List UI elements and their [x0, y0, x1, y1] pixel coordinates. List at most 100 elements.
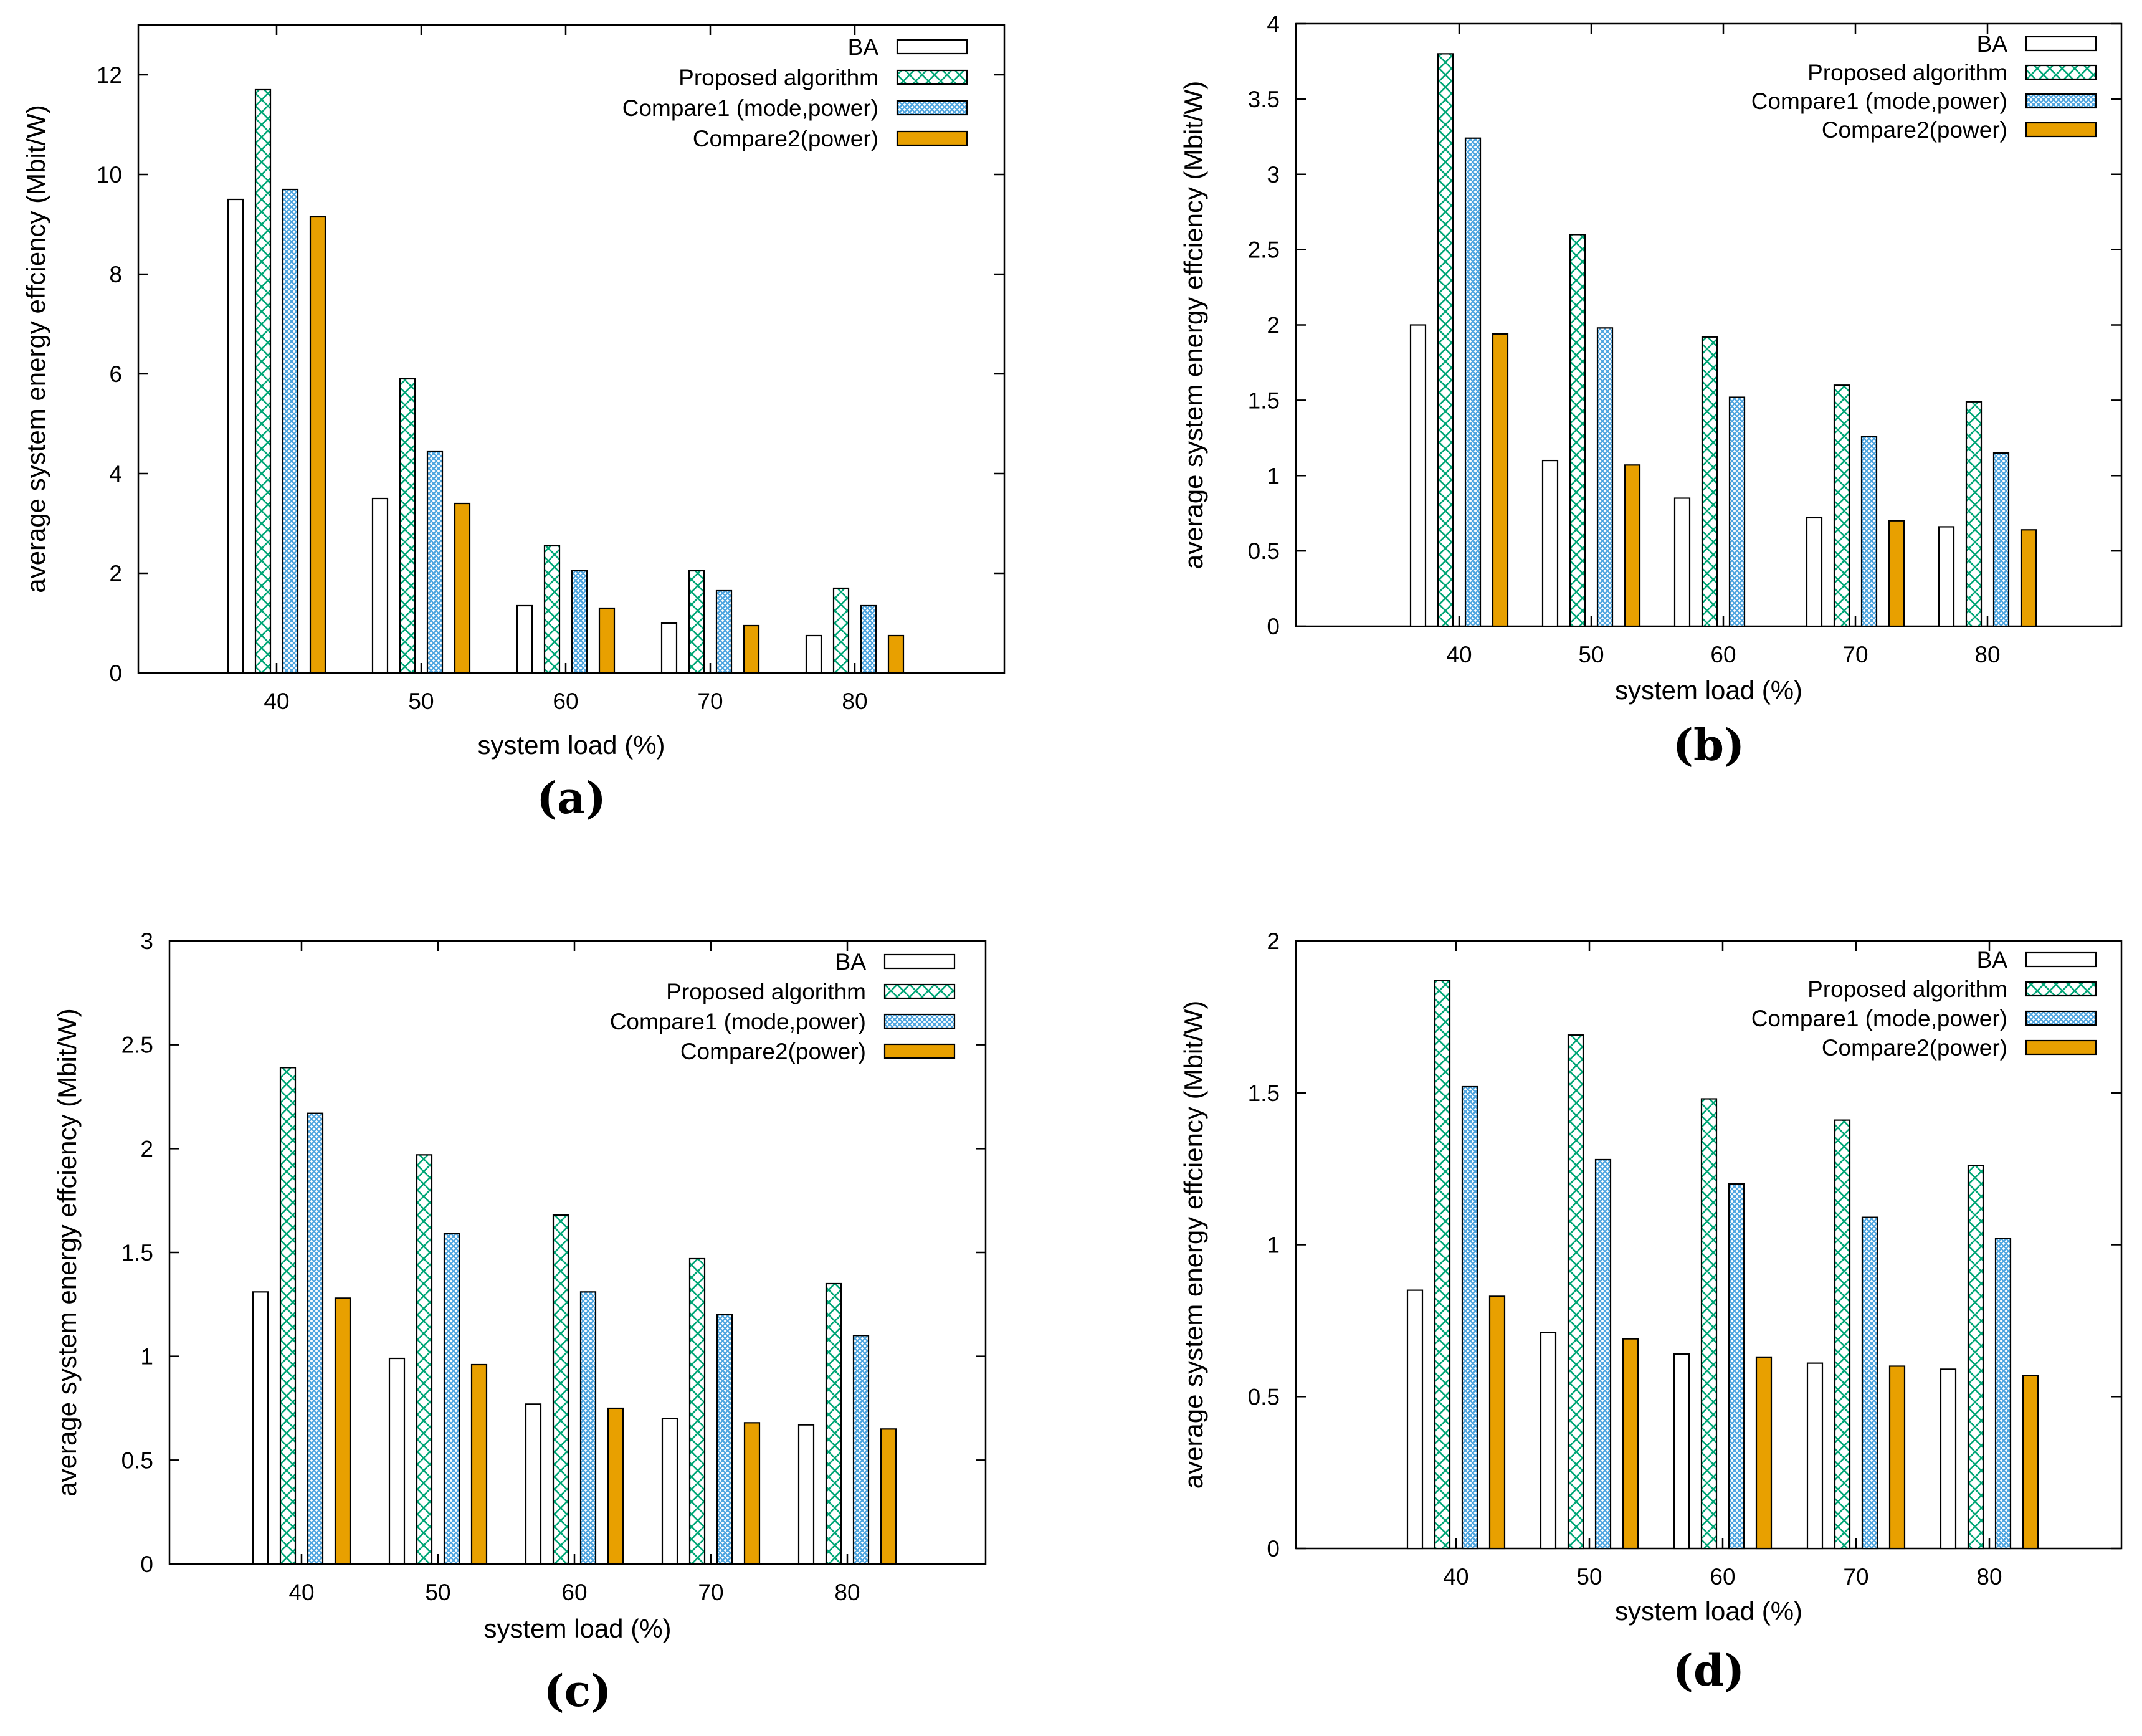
bar-1-80 [805, 634, 822, 674]
legend-label: Proposed algorithm [678, 65, 878, 90]
legend-swatch [883, 1043, 956, 1059]
bar-2-50 [416, 1154, 433, 1565]
bar-3-70 [716, 1314, 733, 1565]
legend-label: Proposed algorithm [1807, 60, 2007, 85]
bar-1-70 [1806, 517, 1823, 627]
bar-2-40 [1434, 980, 1451, 1550]
bar-4-70 [1888, 1365, 1906, 1550]
x-tick-label: 50 [425, 1580, 450, 1605]
x-tick-label: 40 [288, 1580, 314, 1605]
y-tick-label: 2.5 [1248, 237, 1280, 263]
bar-3-70 [1861, 1216, 1878, 1550]
bar-4-80 [2022, 1375, 2039, 1550]
y-tick-label: 0 [109, 661, 122, 686]
bar-3-60 [1728, 396, 1746, 627]
y-tick-label: 1.5 [1248, 388, 1280, 413]
bar-4-60 [598, 607, 616, 674]
y-tick-label: 0 [1267, 1536, 1280, 1562]
bar-2-70 [1833, 384, 1850, 627]
y-tick-label: 0.5 [1248, 538, 1280, 564]
bar-4-70 [743, 624, 760, 674]
bar-1-70 [1806, 1362, 1824, 1550]
bar-3-50 [443, 1233, 460, 1565]
x-tick-label: 60 [1710, 1564, 1735, 1590]
bar-4-40 [334, 1297, 351, 1565]
bar-4-80 [887, 634, 905, 674]
legend-swatch [2025, 981, 2097, 997]
bar-4-50 [454, 502, 471, 674]
legend-label: BA [1977, 31, 2008, 57]
bar-1-40 [1409, 324, 1427, 627]
y-tick-label: 2.5 [121, 1033, 153, 1058]
subfigure-label: (c) [544, 1665, 612, 1717]
y-tick-label: 1 [140, 1344, 153, 1370]
legend-swatch [2025, 1039, 2097, 1056]
bar-2-40 [1437, 53, 1454, 627]
legend-swatch [883, 953, 956, 970]
legend: BA Proposed algorithm Compare1 (mode,power… [622, 34, 968, 151]
chart-panel-b: 0 0.5 1 1.5 2 2.5 3 3.5 4 average system energy e… [1179, 11, 2123, 771]
legend-swatch [896, 39, 968, 55]
y-tick-label: 3 [140, 928, 153, 954]
bar-1-80 [797, 1424, 815, 1565]
legend-label: Compare1 (mode,power) [622, 95, 878, 121]
legend-label: Compare2(power) [680, 1039, 866, 1064]
x-tick-label: 60 [1710, 642, 1736, 667]
y-tick-label: 1.5 [1248, 1080, 1280, 1106]
bar-4-40 [1488, 1295, 1506, 1550]
bar-1-80 [1938, 526, 1955, 627]
y-tick-label: 8 [109, 262, 122, 287]
y-tick-label: 1 [1267, 1233, 1280, 1258]
y-tick-label: 0.5 [1248, 1384, 1280, 1409]
x-tick-label: 50 [1578, 642, 1604, 667]
legend: BA Proposed algorithm Compare1 (mode,power… [1751, 947, 2097, 1061]
legend-label: Compare1 (mode,power) [1751, 88, 2007, 114]
bar-1-40 [252, 1291, 269, 1565]
legend-swatch [883, 983, 956, 999]
legend-swatch [2025, 1010, 2097, 1026]
bar-1-50 [1541, 459, 1559, 627]
bar-4-60 [1755, 1356, 1773, 1550]
legend-swatch [2025, 122, 2097, 138]
bar-2-60 [552, 1214, 569, 1565]
bar-4-70 [1888, 520, 1905, 627]
bar-3-70 [715, 589, 733, 674]
x-tick-label: 70 [697, 689, 723, 714]
legend-swatch [896, 130, 968, 146]
legend-label: Compare2(power) [1822, 117, 2007, 143]
x-axis-label: system load (%) [477, 730, 665, 760]
bar-2-70 [1834, 1119, 1851, 1550]
bar-2-60 [1700, 1098, 1718, 1550]
legend-swatch [2025, 93, 2097, 109]
y-tick-label: 2 [1267, 313, 1280, 338]
bar-1-70 [660, 622, 678, 674]
x-tick-label: 80 [1974, 642, 2000, 667]
y-axis-label: average system energy effciency (Mbit/W) [1179, 81, 1208, 570]
bar-2-80 [1967, 1165, 1984, 1550]
legend-label: BA [835, 949, 867, 975]
y-tick-label: 2 [109, 561, 122, 586]
bar-2-40 [279, 1067, 297, 1565]
chart-panel-d: 0 0.5 1 1.5 2 average system energy effciency… [1179, 928, 2123, 1696]
bar-3-70 [1860, 436, 1878, 627]
legend-label: BA [848, 34, 879, 60]
bar-4-50 [1622, 1338, 1639, 1550]
bar-3-80 [852, 1335, 870, 1565]
bar-1-70 [661, 1418, 678, 1565]
y-tick-label: 6 [109, 361, 122, 387]
x-tick-label: 70 [698, 1580, 723, 1605]
subfigure-label: (d) [1673, 1644, 1745, 1696]
y-tick-label: 4 [1267, 11, 1280, 37]
x-axis-label: system load (%) [1615, 675, 1802, 705]
x-tick-label: 60 [561, 1580, 587, 1605]
y-tick-label: 1 [1267, 463, 1280, 489]
bar-3-60 [1728, 1183, 1745, 1550]
bar-3-40 [1461, 1085, 1478, 1550]
legend: BA Proposed algorithm Compare1 (mode,power… [610, 949, 956, 1064]
y-tick-label: 10 [97, 162, 122, 188]
x-tick-label: 40 [1443, 1564, 1468, 1590]
y-tick-label: 0 [1267, 614, 1280, 639]
x-tick-label: 70 [1843, 1564, 1868, 1590]
legend-label: Proposed algorithm [1807, 976, 2007, 1002]
